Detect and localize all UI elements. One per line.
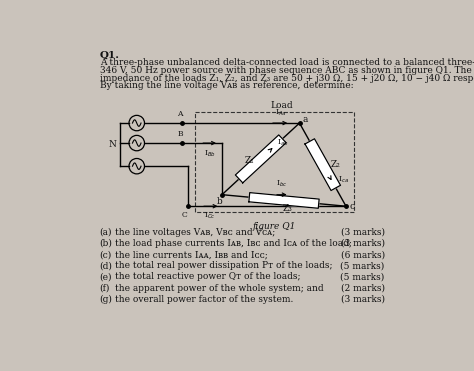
Text: (3 marks): (3 marks) bbox=[341, 228, 385, 237]
Text: (f): (f) bbox=[100, 283, 110, 293]
Text: (a): (a) bbox=[100, 228, 112, 237]
Text: I$_{Aa}$: I$_{Aa}$ bbox=[275, 108, 287, 118]
Text: (g): (g) bbox=[100, 295, 112, 304]
Text: (e): (e) bbox=[100, 272, 112, 282]
Text: (b): (b) bbox=[100, 239, 112, 248]
Polygon shape bbox=[305, 139, 340, 191]
Text: the line currents Iᴀᴀ, Iʙʙ and Iᴄᴄ;: the line currents Iᴀᴀ, Iʙʙ and Iᴄᴄ; bbox=[115, 250, 268, 259]
Text: the line voltages Vᴀʙ, Vʙᴄ and Vᴄᴀ;: the line voltages Vᴀʙ, Vʙᴄ and Vᴄᴀ; bbox=[115, 228, 275, 237]
Text: I$_{ca}$: I$_{ca}$ bbox=[338, 175, 349, 185]
Text: (6 marks): (6 marks) bbox=[341, 250, 385, 259]
Polygon shape bbox=[236, 135, 286, 183]
Text: A three-phase unbalanced delta-connected load is connected to a balanced three-p: A three-phase unbalanced delta-connected… bbox=[100, 58, 474, 68]
Text: I$_{ab}$: I$_{ab}$ bbox=[277, 138, 288, 148]
Text: I$_{Cc}$: I$_{Cc}$ bbox=[204, 211, 216, 221]
Text: Z₁: Z₁ bbox=[245, 156, 255, 165]
Text: I$_{bc}$: I$_{bc}$ bbox=[276, 179, 288, 189]
Text: (3 marks): (3 marks) bbox=[341, 295, 385, 304]
Polygon shape bbox=[249, 193, 319, 208]
Bar bbox=[195, 112, 354, 212]
Text: Q1.: Q1. bbox=[100, 51, 119, 60]
Text: (2 marks): (2 marks) bbox=[341, 283, 385, 293]
Text: By taking the line voltage Vᴀʙ as reference, determine:: By taking the line voltage Vᴀʙ as refere… bbox=[100, 82, 353, 91]
Text: A: A bbox=[177, 110, 183, 118]
Text: the total reactive power Qᴛ of the loads;: the total reactive power Qᴛ of the loads… bbox=[115, 272, 301, 282]
Text: (5 marks): (5 marks) bbox=[340, 261, 385, 270]
Text: I$_{Bb}$: I$_{Bb}$ bbox=[204, 148, 216, 159]
Text: c: c bbox=[350, 202, 355, 211]
Text: Z₂: Z₂ bbox=[330, 160, 340, 169]
Text: b: b bbox=[217, 197, 223, 206]
Text: impedance of the loads Z₁, Z₂, and Z₃ are 50 + j30 Ω, 15 + j20 Ω, 10 − j40 Ω res: impedance of the loads Z₁, Z₂, and Z₃ ar… bbox=[100, 74, 474, 83]
Text: (5 marks): (5 marks) bbox=[340, 272, 385, 282]
Text: N: N bbox=[109, 140, 117, 149]
Text: Load: Load bbox=[271, 101, 293, 110]
Text: (c): (c) bbox=[100, 250, 112, 259]
Text: (3 marks): (3 marks) bbox=[341, 239, 385, 248]
Text: Z₃: Z₃ bbox=[283, 204, 293, 213]
Text: 346 V, 50 Hz power source with phase sequence ABC as shown in figure Q1. The: 346 V, 50 Hz power source with phase seq… bbox=[100, 66, 471, 75]
Text: figure Q1: figure Q1 bbox=[253, 221, 296, 231]
Text: C: C bbox=[182, 211, 188, 219]
Text: (d): (d) bbox=[100, 261, 112, 270]
Text: a: a bbox=[302, 115, 308, 125]
Text: the apparent power of the whole system; and: the apparent power of the whole system; … bbox=[115, 283, 324, 293]
Text: the load phase currents Iᴀʙ, Iʙᴄ and Iᴄᴀ of the load;: the load phase currents Iᴀʙ, Iʙᴄ and Iᴄᴀ… bbox=[115, 239, 352, 248]
Text: B: B bbox=[177, 130, 183, 138]
Text: the total real power dissipation Pᴛ of the loads;: the total real power dissipation Pᴛ of t… bbox=[115, 261, 333, 270]
Text: the overall power factor of the system.: the overall power factor of the system. bbox=[115, 295, 293, 304]
